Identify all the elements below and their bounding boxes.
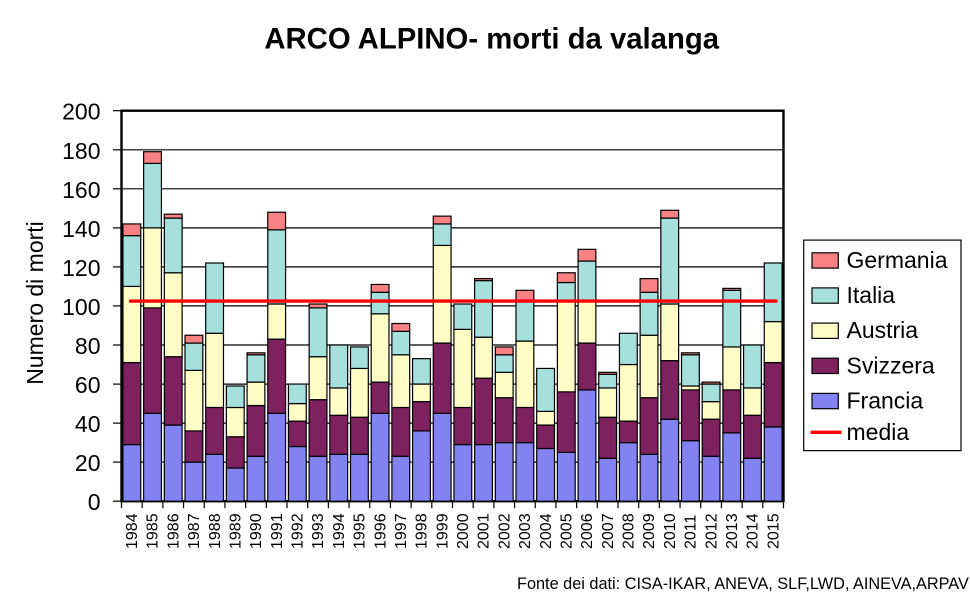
svg-text:1993: 1993 (310, 513, 327, 549)
svg-text:1991: 1991 (269, 513, 286, 549)
svg-text:ARCO ALPINO- morti da valanga: ARCO ALPINO- morti da valanga (264, 23, 719, 56)
svg-text:1987: 1987 (186, 513, 203, 549)
svg-text:2014: 2014 (745, 513, 762, 549)
svg-text:Austria: Austria (847, 317, 919, 343)
svg-text:120: 120 (62, 255, 100, 281)
svg-text:200: 200 (62, 99, 100, 125)
svg-text:2008: 2008 (621, 513, 638, 549)
svg-text:2001: 2001 (476, 513, 493, 549)
svg-text:Francia: Francia (847, 388, 924, 414)
svg-text:1996: 1996 (372, 513, 389, 549)
svg-text:2010: 2010 (662, 513, 679, 549)
svg-text:1985: 1985 (145, 513, 162, 549)
svg-text:2012: 2012 (703, 513, 720, 549)
svg-text:2005: 2005 (558, 513, 575, 549)
svg-text:20: 20 (75, 450, 101, 476)
svg-text:media: media (847, 419, 910, 445)
svg-text:2004: 2004 (538, 513, 555, 549)
svg-text:60: 60 (75, 372, 101, 398)
svg-text:Italia: Italia (847, 282, 896, 308)
svg-text:Svizzera: Svizzera (847, 352, 935, 378)
svg-text:Numero di morti: Numero di morti (22, 221, 48, 385)
svg-text:2002: 2002 (496, 513, 513, 549)
svg-text:1986: 1986 (165, 513, 182, 549)
svg-text:Fonte dei dati: CISA-IKAR, ANE: Fonte dei dati: CISA-IKAR, ANEVA, SLF,LW… (517, 575, 969, 593)
svg-text:100: 100 (62, 294, 100, 320)
svg-text:2013: 2013 (724, 513, 741, 549)
svg-text:1995: 1995 (352, 513, 369, 549)
svg-text:2011: 2011 (683, 514, 700, 549)
svg-text:2007: 2007 (600, 513, 617, 549)
svg-text:1990: 1990 (248, 513, 265, 549)
svg-text:2000: 2000 (455, 513, 472, 549)
svg-text:2015: 2015 (765, 513, 782, 549)
svg-text:1998: 1998 (414, 513, 431, 549)
svg-text:2009: 2009 (641, 513, 658, 549)
svg-text:2006: 2006 (579, 513, 596, 549)
svg-text:160: 160 (62, 177, 100, 203)
svg-text:1999: 1999 (434, 513, 451, 549)
svg-text:80: 80 (75, 333, 101, 359)
svg-text:40: 40 (75, 411, 101, 437)
svg-text:180: 180 (62, 138, 100, 164)
svg-text:1984: 1984 (124, 513, 141, 549)
svg-text:Germania: Germania (847, 247, 948, 273)
svg-text:2003: 2003 (517, 513, 534, 549)
svg-text:1994: 1994 (331, 513, 348, 549)
svg-text:1988: 1988 (207, 513, 224, 549)
svg-text:140: 140 (62, 216, 100, 242)
svg-text:0: 0 (88, 489, 101, 515)
svg-text:1992: 1992 (290, 513, 307, 549)
svg-text:1997: 1997 (393, 513, 410, 549)
svg-text:1989: 1989 (227, 513, 244, 549)
